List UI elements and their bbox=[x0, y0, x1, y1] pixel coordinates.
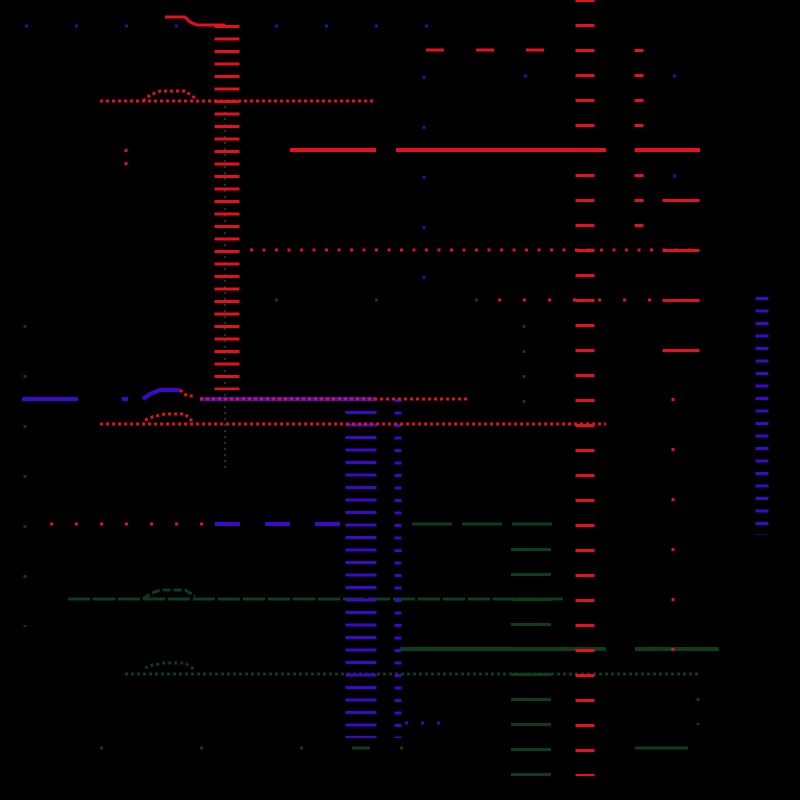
blue-curve bbox=[141, 388, 180, 401]
red-curve bbox=[142, 89, 196, 103]
green-curve bbox=[144, 661, 196, 672]
red-curve bbox=[179, 388, 195, 398]
green-curve bbox=[142, 588, 196, 601]
red-curve bbox=[165, 15, 225, 27]
red-curve bbox=[144, 412, 194, 423]
